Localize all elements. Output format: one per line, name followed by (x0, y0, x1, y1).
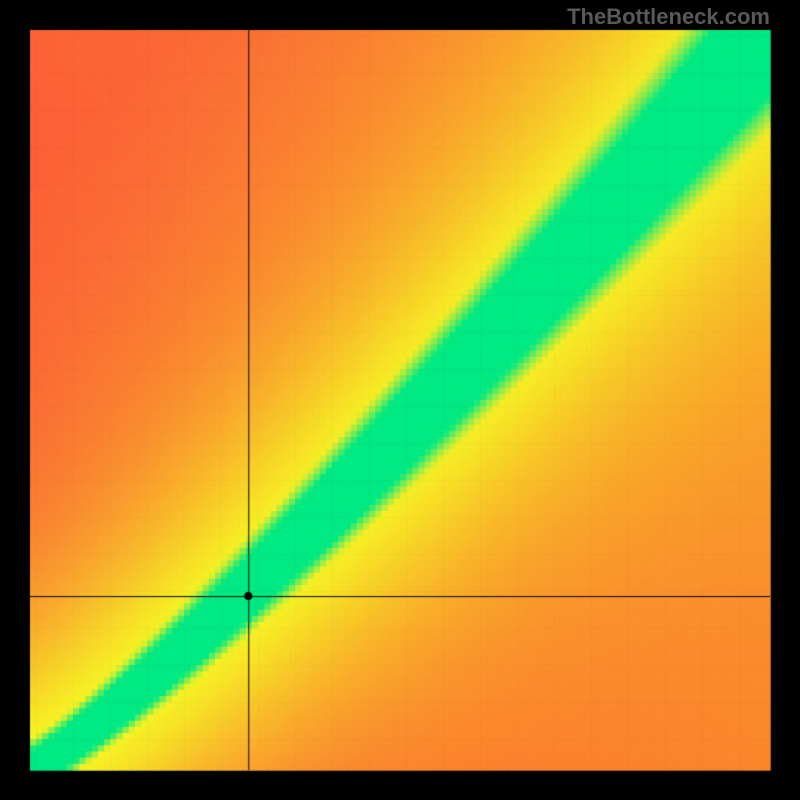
heatmap-canvas (0, 0, 800, 800)
watermark-text: TheBottleneck.com (567, 4, 770, 30)
chart-container: TheBottleneck.com (0, 0, 800, 800)
